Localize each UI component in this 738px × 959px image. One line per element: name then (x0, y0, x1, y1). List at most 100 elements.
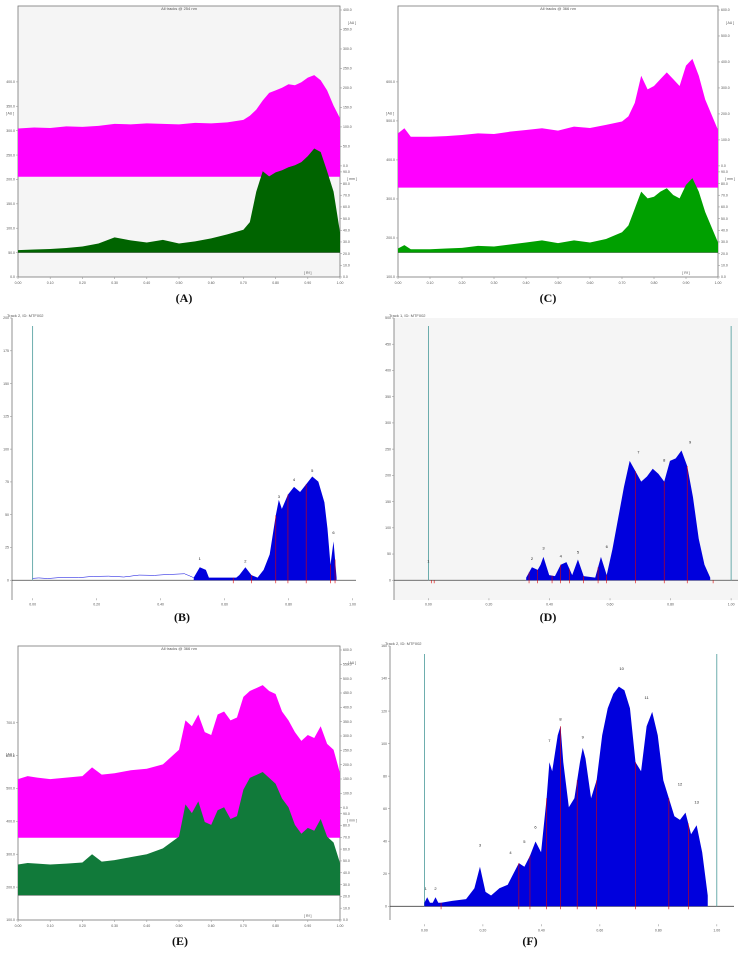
x-tick-label: 0.30 (111, 924, 118, 928)
right-tick-bottom-label: 0.0 (343, 918, 348, 922)
left-tick-label: 25 (5, 546, 9, 550)
right-tick-bottom-label: 40.0 (721, 228, 728, 232)
left-tick-label: 60 (383, 807, 387, 811)
x-tick-label: 0.70 (240, 281, 247, 285)
x-tick-label: 0.40 (538, 928, 545, 932)
right-tick-label: 0.0 (721, 164, 726, 168)
peak-label: 5 (577, 549, 580, 554)
right-unit-bottom: [ mm ] (347, 819, 357, 823)
left-tick-label: 40 (383, 839, 387, 843)
peak-label: 1 (199, 556, 202, 561)
x-tick-label: 0.20 (486, 602, 493, 606)
left-tick-label: 150.0 (6, 202, 15, 206)
x-tick-label: 0.20 (93, 602, 100, 606)
left-tick-label: 250.0 (6, 153, 15, 157)
right-tick-bottom-label: 50.0 (343, 217, 350, 221)
x-tick-label: 0.40 (523, 281, 530, 285)
right-tick-label: 600.0 (721, 8, 730, 12)
right-tick-label: 300.0 (343, 47, 352, 51)
left-tick-label: 100.0 (386, 275, 395, 279)
right-tick-label: 350.0 (343, 28, 352, 32)
right-tick-bottom-label: 80.0 (343, 824, 350, 828)
right-unit-top: [ AU ] (348, 661, 357, 665)
chart-panel-c: All tracks @ 366 nm 0.00 0.10 0.20 0.30 0.40 0… (370, 0, 738, 310)
left-tick-label: 700.0 (6, 721, 15, 725)
peak-label: 11 (645, 695, 650, 700)
right-unit-top: [ AU ] (348, 21, 357, 25)
chart-b-svg: Track 2, ID: MTF002 1 2 3 4 5 6 0 25 50 75 100 125 15… (3, 313, 356, 606)
x-tick-label: 0.80 (285, 602, 292, 606)
chart-title: All tracks @ 254 nm (161, 6, 198, 11)
peak-label: 7 (548, 738, 551, 743)
left-tick-label: 200 (3, 316, 9, 320)
x-tick-label: 0.50 (555, 281, 562, 285)
right-tick-label: 150.0 (343, 777, 352, 781)
right-tick-bottom-label: 30.0 (343, 883, 350, 887)
right-tick-bottom-label: 50.0 (721, 217, 728, 221)
left-tick-label: 450 (385, 342, 391, 346)
left-tick-label: 0 (389, 578, 391, 582)
left-tick-label: 160 (381, 644, 387, 648)
peak-label: 10 (619, 666, 624, 671)
right-tick-bottom-label: 30.0 (721, 240, 728, 244)
peak-label: 1 (425, 886, 428, 891)
x-tick-label: 1.00 (728, 602, 735, 606)
right-tick-label: 200.0 (343, 763, 352, 767)
chart-d-svg: Track 1, ID: MTF002 1 2 3 4 5 6 7 8 9 0 50 100 150 200… (385, 313, 738, 606)
right-unit-bottom: [ mm ] (725, 177, 735, 181)
left-tick-label: 50 (387, 552, 391, 556)
caption-e: (E) (172, 934, 188, 948)
left-tick-label: 500.0 (386, 119, 395, 123)
x-tick-label: 0.60 (208, 281, 215, 285)
left-unit-label: [ AU ] (6, 111, 15, 115)
chart-panel-f: Track 2, ID: MTF002 1 2 3 4 5 6 7 8 9 10 11 12 13 0 20 4… (370, 640, 738, 959)
x-tick-label: 0.40 (546, 602, 553, 606)
right-tick-label: 400.0 (721, 60, 730, 64)
left-tick-label: 100.0 (6, 918, 15, 922)
left-tick-label: 175 (3, 349, 9, 353)
right-tick-bottom-label: 10.0 (343, 264, 350, 268)
right-tick-bottom-label: 30.0 (343, 240, 350, 244)
right-tick-bottom-label: 50.0 (343, 859, 350, 863)
baseline-trace (32, 573, 194, 579)
right-tick-label: 0.0 (343, 806, 348, 810)
caption-b: (B) (174, 610, 190, 624)
right-tick-bottom-label: 90.0 (343, 170, 350, 174)
peak-label: 4 (509, 850, 512, 855)
right-tick-label: 450.0 (343, 691, 352, 695)
peak-label: 5 (523, 839, 526, 844)
x-tick-label: 0.60 (208, 924, 215, 928)
right-tick-label: 200.0 (721, 112, 730, 116)
left-tick-label: 200.0 (386, 236, 395, 240)
x-tick-label: 0.60 (607, 602, 614, 606)
x-tick-label: 0.40 (157, 602, 164, 606)
right-tick-bottom-label: 40.0 (343, 871, 350, 875)
peak-label: 13 (694, 799, 699, 804)
peak-label: 8 (559, 717, 562, 722)
x-tick-label: 0.30 (491, 281, 498, 285)
x-tick-label: 0.90 (304, 924, 311, 928)
x-tick-label: 0.80 (272, 924, 279, 928)
caption-a: (A) (175, 291, 193, 305)
right-tick-label: 100.0 (721, 138, 730, 142)
left-tick-label: 150 (3, 382, 9, 386)
right-tick-bottom-label: 60.0 (343, 847, 350, 851)
x-unit-label: [ Rf ] (682, 271, 689, 275)
series-bottom-area (18, 148, 340, 253)
x-tick-label: 0.30 (111, 281, 118, 285)
left-tick-label: 300.0 (6, 129, 15, 133)
left-tick-label: 600.0 (6, 754, 15, 758)
x-unit-label: [ Rf ] (304, 914, 311, 918)
left-tick-label: 150 (385, 500, 391, 504)
x-tick-label: 0.20 (79, 281, 86, 285)
left-tick-label: 400.0 (6, 80, 15, 84)
right-tick-label: 200.0 (343, 86, 352, 90)
signal-area (193, 476, 337, 581)
left-tick-label: 500 (385, 316, 391, 320)
x-tick-label: 0.40 (143, 281, 150, 285)
right-tick-bottom-label: 40.0 (343, 228, 350, 232)
x-tick-label: 0.60 (596, 928, 603, 932)
left-tick-label: 200.0 (6, 885, 15, 889)
left-tick-label: 200 (385, 474, 391, 478)
